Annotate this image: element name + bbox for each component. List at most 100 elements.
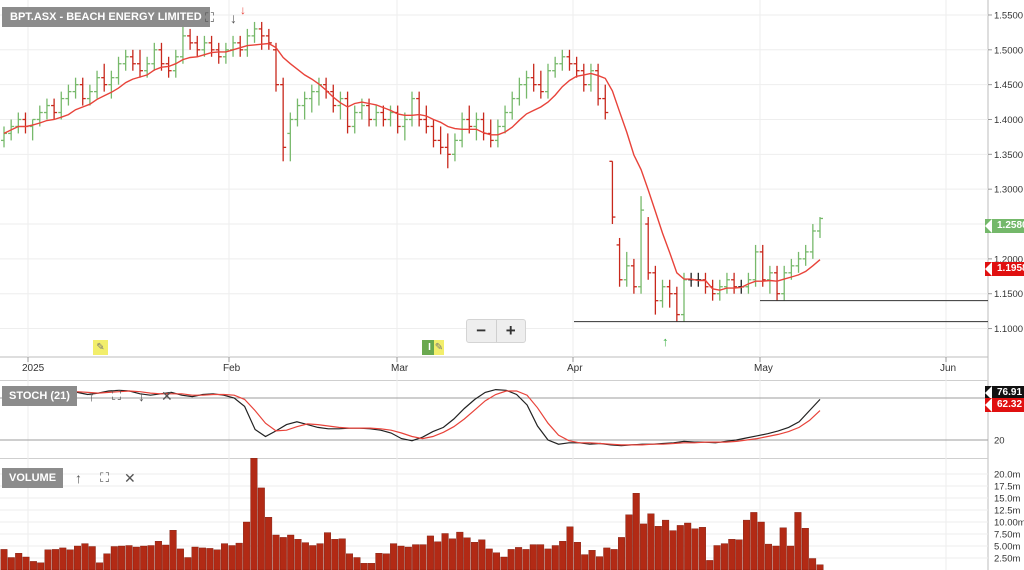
ohlc-bar (409, 91, 415, 127)
ohlc-bar (602, 84, 609, 120)
stoch-panel-label: STOCH (21) (2, 386, 77, 406)
volume-bar (125, 545, 133, 570)
volume-tick-label: 20.0m (994, 470, 1020, 481)
price-tick-label: 1.4000 (994, 115, 1023, 126)
volume-bar (397, 545, 405, 570)
volume-bar (15, 553, 23, 570)
volume-bar (7, 557, 15, 570)
close-icon[interactable]: ✕ (124, 470, 136, 486)
ohlc-bar (165, 56, 172, 78)
ohlc-bar (72, 77, 79, 99)
ohlc-bar (201, 35, 208, 57)
volume-panel-label: VOLUME (2, 468, 64, 488)
time-tick-label: Mar (391, 363, 409, 374)
volume-bar (213, 549, 221, 570)
arrow-up-icon[interactable]: ↑ (88, 388, 95, 404)
volume-bar (485, 548, 493, 570)
volume-bar (294, 539, 302, 570)
volume-bar (772, 545, 780, 570)
ohlc-bar (294, 98, 301, 127)
expand-icon[interactable]: ⛶ (100, 470, 110, 485)
volume-bar (316, 543, 324, 570)
expand-icon[interactable]: ⛶ (205, 10, 215, 25)
volume-bar (640, 523, 648, 570)
volume-bar (743, 519, 751, 570)
volume-bar (698, 527, 706, 570)
signal-up-icon: ↑ (662, 334, 669, 349)
ohlc-bar (194, 35, 201, 57)
volume-bar (353, 557, 361, 570)
volume-bar (301, 542, 309, 570)
volume-bar (220, 543, 228, 570)
zoom-out-button[interactable]: − (467, 320, 497, 342)
volume-bar (537, 544, 545, 570)
volume-bar (257, 487, 265, 570)
volume-bar (596, 556, 604, 570)
ohlc-bar (587, 63, 594, 92)
zoom-in-button[interactable]: + (505, 321, 516, 340)
ohlc-bar (566, 49, 573, 71)
volume-bar (816, 564, 824, 570)
ohlc-bar (795, 251, 802, 273)
volume-bar (37, 562, 45, 570)
volume-tick-label: 2.50m (994, 554, 1020, 565)
ohlc-bar (273, 42, 279, 92)
ohlc-bar (287, 112, 294, 162)
ohlc-bar (537, 70, 544, 99)
ohlc-bar (802, 244, 809, 266)
stoch-tick-label: 20 (994, 436, 1005, 447)
volume-bar (176, 548, 184, 570)
ohlc-bar (108, 70, 115, 99)
ohlc-bar (623, 251, 630, 287)
ohlc-bar (137, 49, 143, 78)
volume-bar (529, 544, 537, 570)
volume-bar (272, 534, 280, 570)
volume-bar (103, 553, 111, 570)
ohlc-bar (86, 84, 93, 106)
arrow-down-icon[interactable]: ↓ (138, 388, 145, 404)
expand-icon[interactable]: ⛶ (112, 388, 122, 403)
ohlc-bar (595, 63, 602, 106)
ohlc-bar (444, 133, 451, 169)
volume-bar (287, 534, 295, 570)
volume-tick-label: 17.5m (994, 482, 1020, 493)
volume-bar (73, 545, 81, 570)
arrow-up-icon[interactable]: ↑ (75, 470, 82, 486)
ohlc-bar (380, 105, 387, 127)
ohlc-bar (265, 28, 272, 50)
ohlc-bar (781, 265, 788, 301)
ohlc-bar (179, 21, 186, 64)
volume-bar (206, 548, 214, 570)
volume-bar (88, 546, 96, 570)
ohlc-bar (401, 112, 408, 141)
ohlc-bar (630, 258, 637, 294)
volume-bar (390, 543, 398, 570)
volume-bar (691, 528, 699, 570)
ohlc-bar (330, 84, 337, 113)
volume-bar (676, 525, 684, 570)
info-marker-icon[interactable]: I (422, 340, 437, 355)
stoch-k-line (3, 388, 821, 447)
pencil-marker-icon[interactable]: ✎ (434, 340, 444, 355)
volume-bar (478, 539, 486, 570)
volume-bar (66, 549, 74, 570)
ohlc-bar (552, 56, 559, 78)
volume-bar (235, 542, 243, 570)
ohlc-bar (387, 105, 394, 127)
volume-bar (787, 545, 795, 570)
pencil-marker-icon[interactable]: ✎ (93, 340, 108, 355)
time-tick-label: Jun (940, 363, 956, 374)
arrow-down-icon[interactable]: ↓ (230, 10, 237, 26)
ohlc-bar (759, 244, 766, 287)
ohlc-bar (673, 286, 680, 322)
volume-bar (265, 517, 273, 570)
close-icon[interactable]: ✕ (161, 388, 173, 404)
time-tick-label: May (754, 363, 773, 374)
ohlc-bar (430, 119, 437, 148)
volume-bar (81, 543, 89, 570)
ohlc-bar (51, 98, 58, 120)
ohlc-bar (809, 224, 816, 259)
ohlc-bar (645, 217, 652, 280)
volume-bar (404, 546, 412, 570)
